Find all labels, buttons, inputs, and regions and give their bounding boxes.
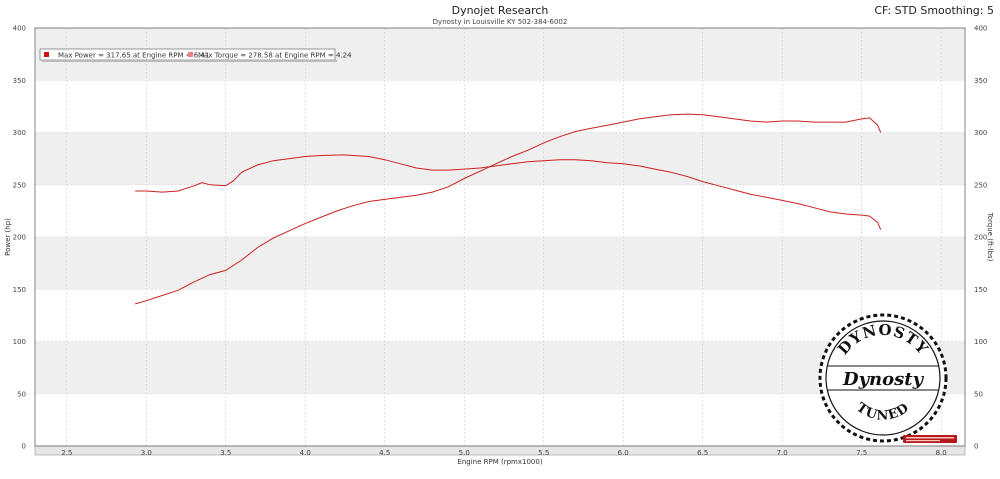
- y-tick-label-left: 300: [13, 129, 26, 137]
- y-tick-label-right: 250: [974, 181, 987, 189]
- y-axis-title-left: Power (hp): [4, 218, 12, 256]
- x-tick-label: 8.0: [936, 449, 947, 457]
- y-tick-label-left: 50: [17, 390, 26, 398]
- plot-border: [34, 27, 966, 447]
- x-tick-label: 2.5: [61, 449, 72, 457]
- y-tick-label-left: 350: [13, 77, 26, 85]
- y-tick-label-left: 0: [22, 443, 26, 451]
- x-tick-label: 3.0: [141, 449, 152, 457]
- legend-shadow: [42, 60, 337, 62]
- chart-subtitle: Dynosty in Louisville KY 502-384-6002: [432, 18, 568, 26]
- legend-swatch-torque: [188, 52, 193, 57]
- legend-label-power: Max Power = 317.65 at Engine RPM = 6.41: [58, 52, 209, 60]
- y-tick-label-right: 350: [974, 77, 987, 85]
- y-tick-label-right: 200: [974, 234, 987, 242]
- chart-title: Dynojet Research: [451, 4, 549, 17]
- x-tick-label: 4.0: [300, 449, 311, 457]
- background-bands: [35, 28, 965, 394]
- y-tick-label-left: 250: [13, 181, 26, 189]
- x-tick-label: 4.5: [379, 449, 390, 457]
- y-tick-label-right: 0: [974, 443, 978, 451]
- torque-curve: [135, 154, 882, 230]
- svg-text:TUNED: TUNED: [853, 400, 912, 423]
- band-1: [35, 237, 965, 290]
- dynosty-stamp-logo: DYNOSTY TUNED Dynosty: [818, 313, 948, 443]
- outer-frame: [34, 445, 966, 456]
- legend-swatch-power: [44, 52, 49, 57]
- y-tick-label-left: 400: [13, 25, 26, 33]
- y-tick-label-right: 300: [974, 129, 987, 137]
- y-tick-label-left: 200: [13, 234, 26, 242]
- x-tick-label: 5.5: [538, 449, 549, 457]
- legend-label-torque: Max Torque = 278.58 at Engine RPM = 4.24: [198, 52, 352, 60]
- x-tick-label: 3.5: [220, 449, 231, 457]
- y-tick-label-right: 150: [974, 286, 987, 294]
- data-lines: [135, 113, 882, 305]
- x-tick-label: 6.5: [697, 449, 708, 457]
- y-tick-label-left: 150: [13, 286, 26, 294]
- axis-ticks: 0 0 50 50 100 100 150 150 200 200 250 250 300 300 350 3…: [13, 25, 988, 458]
- y-tick-label-right: 100: [974, 338, 987, 346]
- y-tick-label-right: 400: [974, 25, 987, 33]
- x-axis-title: Engine RPM (rpmx1000): [457, 458, 542, 466]
- band-0: [35, 341, 965, 394]
- x-tick-label: 6.0: [618, 449, 629, 457]
- band-2: [35, 132, 965, 185]
- y-tick-label-right: 50: [974, 390, 983, 398]
- x-tick-label: 7.0: [777, 449, 788, 457]
- x-tick-label: 5.0: [459, 449, 470, 457]
- x-tick-label: 7.5: [856, 449, 867, 457]
- header: Dynojet Research Dynosty in Louisville K…: [0, 4, 1000, 26]
- dynojet-mini-logo: [903, 435, 957, 443]
- y-tick-label-left: 100: [13, 338, 26, 346]
- correction-info: CF: STD Smoothing: 5: [874, 4, 994, 17]
- svg-text:Dynosty: Dynosty: [842, 369, 925, 390]
- y-axis-title-right: Torque (ft-lbs): [986, 212, 994, 262]
- power-curve: [135, 113, 882, 305]
- legend: Max Power = 317.65 at Engine RPM = 6.41 …: [39, 48, 352, 62]
